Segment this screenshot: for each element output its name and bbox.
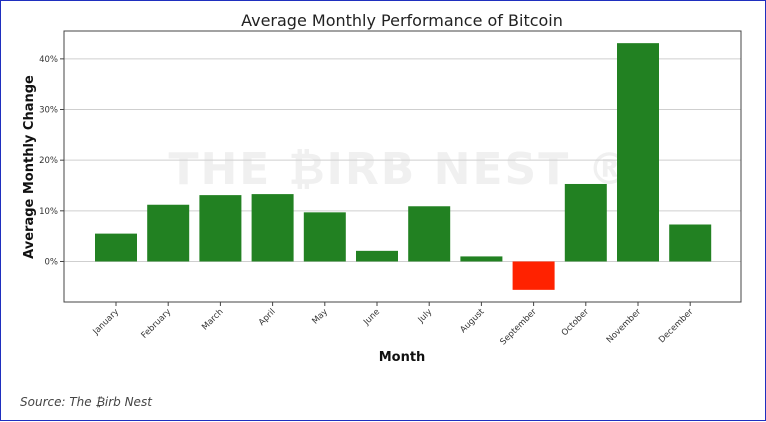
x-tick-label-april: April <box>257 307 278 328</box>
bar-july <box>408 206 451 262</box>
x-tick-label-july: July <box>416 307 435 326</box>
bar-december <box>669 224 712 262</box>
plot-area-border <box>63 30 742 303</box>
x-tick-label-november: November <box>605 307 644 346</box>
x-tick-label-january: January <box>91 307 122 338</box>
x-axis-label: Month <box>379 350 426 365</box>
x-tick-label-may: May <box>310 307 330 327</box>
y-tick-label: 30% <box>39 106 58 116</box>
watermark: THE ₿IRB NEST ® <box>168 144 633 195</box>
y-tick-label: 10% <box>39 207 58 217</box>
bar-february <box>147 204 190 262</box>
bar-june <box>356 250 398 262</box>
bar-march <box>199 195 242 262</box>
y-axis-label: Average Monthly Change <box>22 75 37 259</box>
bar-may <box>303 212 346 262</box>
bar-april <box>251 194 294 262</box>
source-caption: Source: The ₿irb Nest <box>20 395 152 409</box>
x-tick-label-february: February <box>140 307 174 341</box>
x-axis-ticks: January February March April May June July Augu… <box>91 302 696 347</box>
x-tick-label-october: October <box>560 307 591 338</box>
bar-august <box>460 256 503 262</box>
chart-title: Average Monthly Performance of Bitcoin <box>241 11 563 30</box>
y-tick-label: 40% <box>39 55 58 65</box>
bar-october <box>564 183 607 262</box>
y-tick-label: 20% <box>39 156 58 166</box>
x-tick-label-september: September <box>498 307 539 348</box>
y-tick-label: 0% <box>45 257 59 267</box>
bar-september <box>512 261 555 290</box>
x-tick-label-march: March <box>200 307 225 332</box>
x-tick-label-june: June <box>361 307 382 328</box>
bar-november <box>617 43 659 262</box>
y-axis-ticks: 0% 10% 20% 30% 40% <box>39 55 64 267</box>
bar-january <box>95 233 137 262</box>
x-tick-label-august: August <box>458 307 487 336</box>
x-tick-label-december: December <box>657 307 696 346</box>
bars <box>95 43 712 290</box>
